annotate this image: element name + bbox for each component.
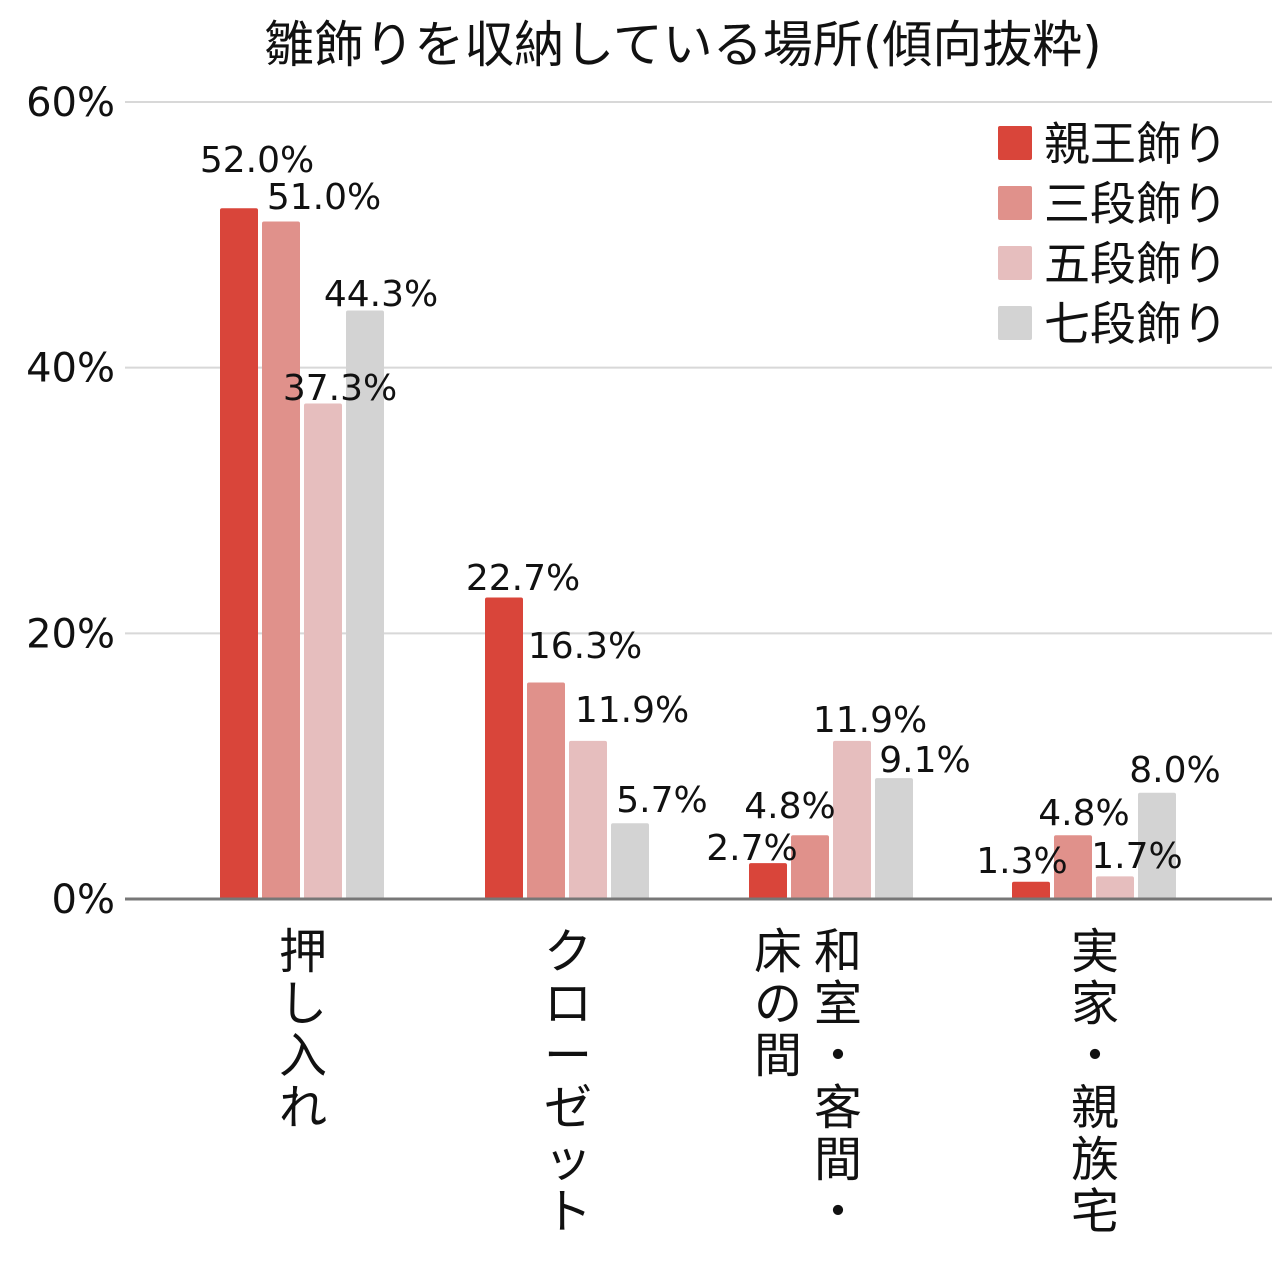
data-label: 11.9%	[575, 690, 689, 731]
y-tick-label: 0%	[52, 877, 115, 923]
legend-swatch	[998, 246, 1032, 280]
data-label: 4.8%	[1038, 793, 1129, 834]
bar	[749, 863, 787, 899]
bar	[304, 403, 342, 899]
data-label: 9.1%	[879, 740, 970, 781]
y-tick-label: 40%	[26, 346, 115, 392]
bar	[527, 682, 565, 899]
x-category-label: 和室・客間・	[814, 924, 862, 1240]
data-label: 11.9%	[813, 700, 927, 741]
bar	[220, 208, 258, 899]
bar	[346, 310, 384, 899]
data-label: 1.3%	[976, 841, 1067, 882]
x-category-label: クローゼット	[544, 924, 592, 1240]
data-label: 5.7%	[616, 780, 707, 821]
data-label: 16.3%	[528, 626, 642, 667]
bar	[833, 740, 871, 899]
legend-label: 親王飾り	[1044, 117, 1228, 171]
data-label: 51.0%	[267, 177, 381, 218]
data-label: 4.8%	[744, 786, 835, 827]
y-axis: 0% 20% 40% 60%	[26, 80, 115, 923]
bar	[1054, 835, 1092, 899]
bar	[569, 740, 607, 899]
data-label: 44.3%	[324, 274, 438, 315]
data-label: 8.0%	[1129, 750, 1220, 791]
x-axis: 押し入れ クローゼット 和室・客間・床の間 実家・親族宅	[125, 897, 1272, 1240]
y-tick-label: 20%	[26, 611, 115, 657]
bars	[220, 208, 1176, 900]
legend-swatch	[998, 186, 1032, 220]
chart-title: 雛飾りを収納している場所(傾向抜粋)	[264, 16, 1102, 74]
data-label: 2.7%	[706, 828, 797, 869]
x-category-label: 押し入れ	[279, 924, 327, 1136]
legend-swatch	[998, 306, 1032, 340]
bar	[1138, 792, 1176, 899]
legend-label: 三段飾り	[1044, 177, 1228, 231]
legend-swatch	[998, 126, 1032, 160]
x-category-label: 実家・親族宅	[1071, 924, 1119, 1240]
data-labels: 52.0% 22.7% 2.7% 1.3% 51.0% 16.3% 4.8% 4.8% 37.3…	[200, 140, 1221, 882]
legend-label: 七段飾り	[1044, 297, 1228, 351]
bar	[1012, 881, 1050, 899]
legend-label: 五段飾り	[1044, 237, 1228, 291]
bar	[611, 823, 649, 899]
x-category-label: 床の間	[754, 924, 802, 1084]
y-tick-label: 60%	[26, 80, 115, 126]
bar	[875, 778, 913, 899]
data-label: 1.7%	[1091, 836, 1182, 877]
bar	[485, 597, 523, 899]
data-label: 22.7%	[466, 558, 580, 599]
bar	[1096, 876, 1134, 899]
data-label: 52.0%	[200, 140, 314, 181]
bar	[262, 221, 300, 900]
bar	[791, 835, 829, 899]
data-label: 37.3%	[283, 368, 397, 409]
